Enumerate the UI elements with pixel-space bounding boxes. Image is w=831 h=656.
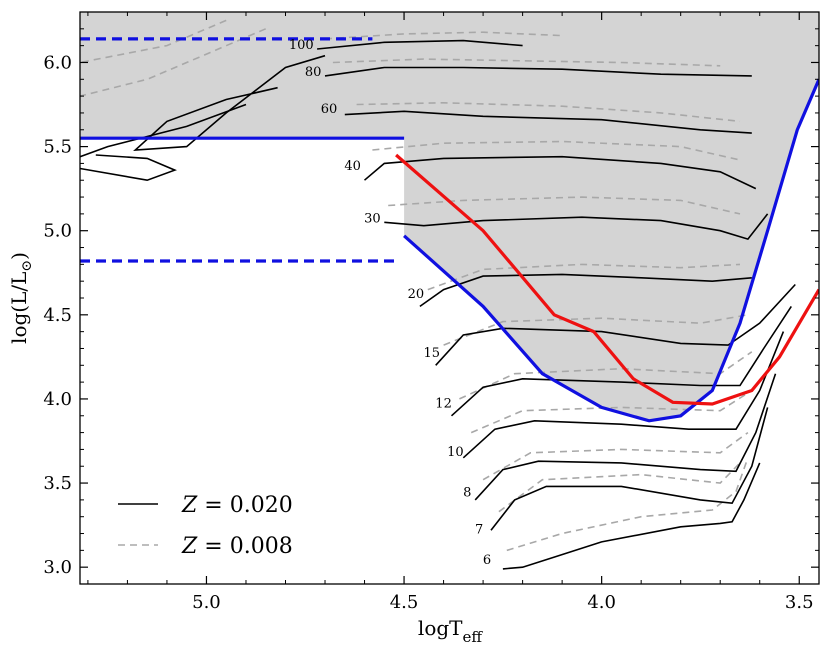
wr-loop-z020-0 (133, 54, 326, 151)
y-tick-label: 5.5 (43, 137, 72, 158)
track-z008-12 (459, 351, 753, 400)
reference-lines (80, 37, 819, 423)
x-tick-label: 4.0 (587, 592, 616, 613)
legend-z008-eq: = 0.008 (197, 534, 292, 559)
mass-label-40: 40 (344, 159, 361, 174)
mass-label-80: 80 (305, 65, 322, 80)
legend-label-z020: Z = 0.020 (181, 493, 293, 518)
x-axis-title-main: logT (418, 616, 463, 640)
x-tick-label: 3.5 (785, 592, 814, 613)
track-z020-6 (502, 462, 761, 570)
legend-z020-eq: = 0.020 (197, 493, 292, 518)
mass-label-20: 20 (408, 287, 425, 302)
mass-label-15: 15 (423, 346, 440, 361)
y-axis-title-sym: ⊙ (19, 260, 35, 272)
z008-tracks (80, 19, 753, 552)
shaded-region (80, 12, 819, 421)
x-tick-label: 5.0 (192, 592, 221, 613)
track-z008-6 (506, 457, 749, 552)
track-z020-80 (324, 66, 752, 77)
legend: Z = 0.020 Z = 0.008 (118, 493, 293, 559)
mass-label-30: 30 (364, 211, 381, 226)
track-z008-15 (443, 314, 749, 346)
wr-loop-z008-1 (80, 19, 227, 64)
track-z020-15 (435, 283, 796, 366)
blue-line-lower (403, 78, 819, 423)
track-z008-20 (427, 263, 741, 291)
track-z020-12 (450, 305, 792, 417)
track-z008-60 (356, 101, 741, 123)
track-z020-8 (474, 373, 777, 501)
track-z008-8 (482, 431, 749, 481)
mass-label-7: 7 (475, 523, 483, 538)
y-tick-label: 3.5 (43, 473, 72, 494)
y-tick-label: 3.0 (43, 557, 72, 578)
x-axis-ticks: 5.0 4.5 4.0 3.5 (87, 12, 814, 613)
mass-label-10: 10 (447, 445, 464, 460)
y-tick-label: 4.5 (43, 305, 72, 326)
legend-label-z008: Z = 0.008 (181, 534, 293, 559)
track-z008-10 (470, 389, 753, 434)
y-axis-ticks: 3.0 3.5 4.0 4.5 5.0 5.5 6.0 (43, 28, 819, 578)
y-tick-label: 4.0 (43, 389, 72, 410)
track-z020-7 (490, 407, 769, 531)
legend-z020-var: Z (181, 493, 198, 518)
red-line (395, 153, 819, 406)
track-z008-7 (498, 462, 741, 513)
mass-label-100: 100 (289, 38, 314, 53)
track-z020-40 (363, 155, 757, 190)
plot-area: 67 8 10 12 15 20 30 40 60 80 100 (80, 12, 819, 570)
track-z008-40 (372, 140, 741, 161)
y-tick-label: 6.0 (43, 52, 72, 73)
track-z020-10 (462, 331, 785, 459)
track-z020-100 (317, 39, 523, 50)
track-z020-20 (419, 273, 752, 308)
x-tick-label: 4.5 (390, 592, 419, 613)
mass-label-6: 6 (483, 553, 491, 568)
wr-loop-z020-2 (80, 154, 177, 182)
wr-loop-z020-1 (80, 103, 247, 158)
track-z008-80 (332, 58, 721, 67)
track-z008-30 (388, 196, 741, 215)
track-z008-100 (324, 31, 563, 40)
mass-label-8: 8 (463, 486, 471, 501)
track-z020-60 (344, 110, 752, 134)
mass-label-60: 60 (321, 102, 338, 117)
track-z020-30 (384, 213, 769, 241)
legend-z008-var: Z (181, 534, 198, 559)
y-axis-title: log(L/L⊙) (7, 252, 35, 344)
mass-label-12: 12 (435, 396, 452, 411)
x-axis-title: logTeff (418, 616, 483, 646)
z020-tracks (80, 39, 796, 570)
y-axis-title-end: ) (7, 252, 31, 260)
x-axis-title-sub: eff (463, 628, 484, 646)
y-axis-title-main: log(L/L (7, 272, 31, 344)
mass-labels: 67 8 10 12 15 20 30 40 60 80 100 (289, 38, 491, 568)
wr-loop-z008-0 (80, 28, 267, 97)
y-tick-label: 5.0 (43, 221, 72, 242)
